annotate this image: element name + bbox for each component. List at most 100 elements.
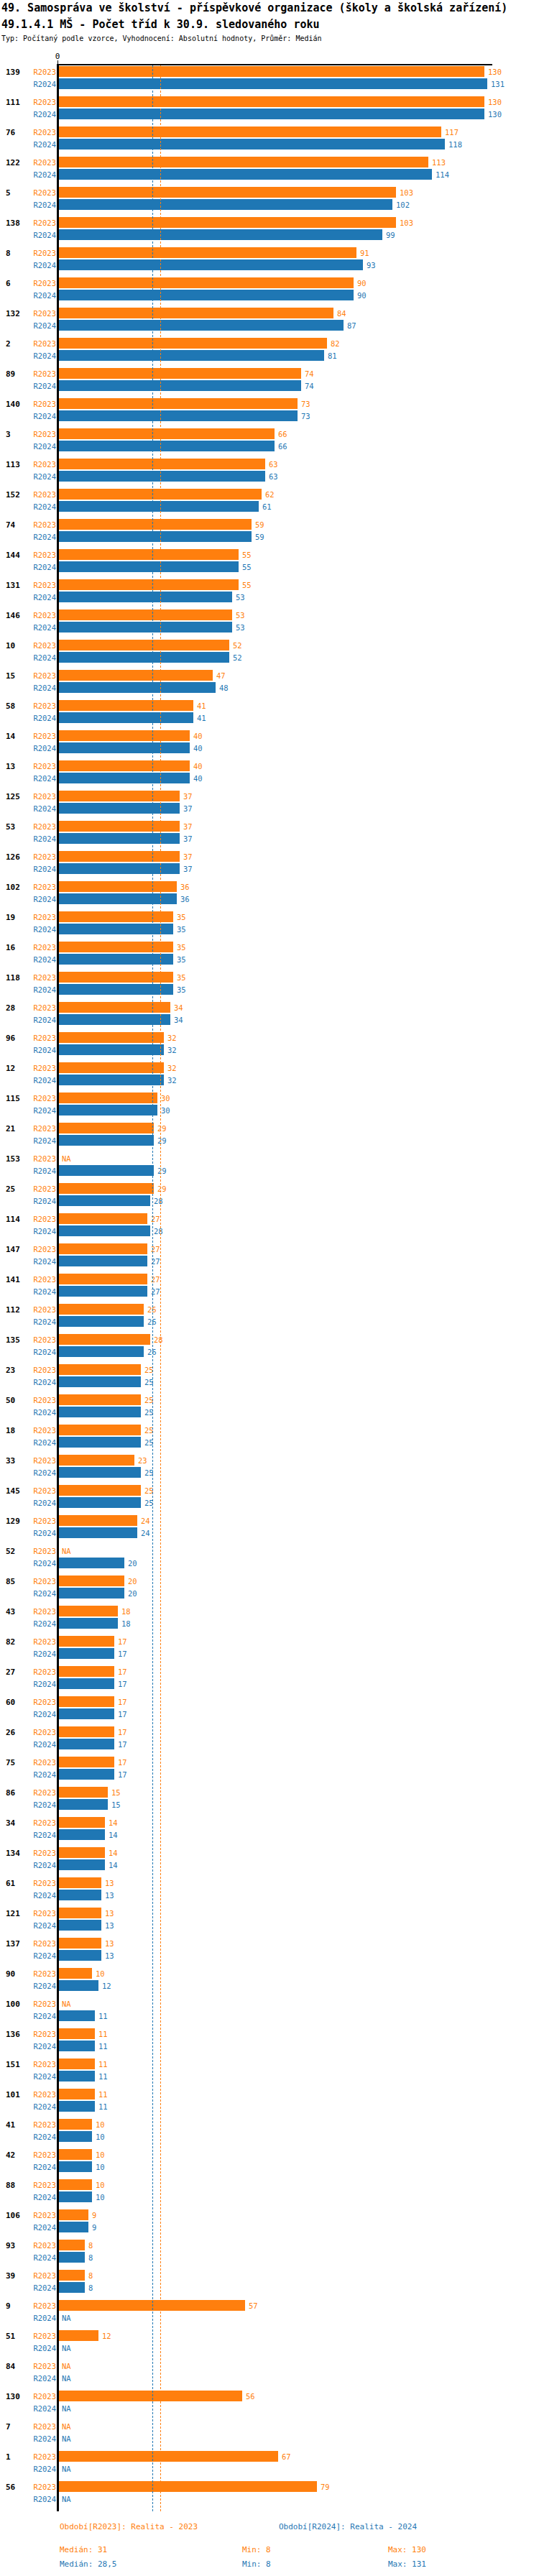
series-label-r2024: R2024 xyxy=(29,1378,56,1386)
series-label-r2024: R2024 xyxy=(29,1861,56,1869)
bar-r2023 xyxy=(59,1817,105,1828)
bar-r2024 xyxy=(59,622,232,632)
value-label-r2024: 11 xyxy=(98,2102,108,2111)
bar-r2024 xyxy=(59,380,301,391)
bar-r2024 xyxy=(59,350,324,361)
series-label-r2024: R2024 xyxy=(29,714,56,722)
value-label-r2024: 14 xyxy=(109,1861,118,1869)
series-label-r2024: R2024 xyxy=(29,1016,56,1024)
series-label-r2024: R2024 xyxy=(29,1589,56,1598)
bar-r2024 xyxy=(59,2252,85,2263)
series-label-r2023: R2023 xyxy=(29,1426,56,1435)
bar-r2024 xyxy=(59,863,180,874)
bar-r2023 xyxy=(59,1334,150,1345)
value-label-r2023: 117 xyxy=(445,128,459,137)
value-label-r2024: 59 xyxy=(255,533,264,541)
entity-label: 6 xyxy=(6,279,30,288)
value-label-r2023: 15 xyxy=(111,1788,121,1797)
value-label-r2023: 74 xyxy=(305,369,314,378)
value-label-r2023: 113 xyxy=(432,158,446,167)
value-label-r2024: 28 xyxy=(154,1197,163,1205)
stat-min-r2023: Min: 8 xyxy=(242,2545,271,2554)
value-label-r2023: 40 xyxy=(193,732,203,740)
value-label-r2024: 37 xyxy=(183,865,193,873)
series-label-r2024: R2024 xyxy=(29,2193,56,2202)
series-label-r2024: R2024 xyxy=(29,2133,56,2141)
entity-label: 12 xyxy=(6,1064,30,1073)
bar-r2024 xyxy=(59,712,193,723)
bar-r2024 xyxy=(59,1105,157,1116)
value-label-r2024: 11 xyxy=(98,2012,108,2020)
bar-r2023 xyxy=(59,1274,147,1284)
bar-r2024 xyxy=(59,441,275,451)
entity-label: 86 xyxy=(6,1788,30,1798)
series-label-r2024: R2024 xyxy=(29,563,56,571)
series-label-r2023: R2023 xyxy=(29,2060,56,2069)
bar-r2024 xyxy=(59,773,190,783)
entity-label: 93 xyxy=(6,2241,30,2250)
entity-label: 75 xyxy=(6,1758,30,1767)
value-label-r2023: 29 xyxy=(157,1184,167,1193)
series-label-r2023: R2023 xyxy=(29,2000,56,2008)
value-label-r2023: 90 xyxy=(357,279,367,288)
na-label: NA xyxy=(62,2404,71,2413)
series-label-r2023: R2023 xyxy=(29,973,56,982)
series-label-r2023: R2023 xyxy=(29,792,56,801)
value-label-r2024: 53 xyxy=(236,593,245,602)
series-label-r2023: R2023 xyxy=(29,822,56,831)
bar-r2023 xyxy=(59,1183,154,1194)
series-label-r2023: R2023 xyxy=(29,1668,56,1676)
bar-r2024 xyxy=(59,501,259,512)
series-label-r2024: R2024 xyxy=(29,1408,56,1417)
value-label-r2024: 28 xyxy=(154,1227,163,1236)
series-label-r2023: R2023 xyxy=(29,2483,56,2491)
bar-r2023 xyxy=(59,1847,105,1858)
entity-label: 112 xyxy=(6,1305,30,1315)
bar-r2023 xyxy=(59,2391,242,2401)
entity-label: 14 xyxy=(6,732,30,741)
na-label: NA xyxy=(62,2344,71,2352)
series-label-r2023: R2023 xyxy=(29,1969,56,1978)
bar-r2024 xyxy=(59,1920,101,1931)
bar-r2023 xyxy=(59,1092,157,1103)
entity-label: 43 xyxy=(6,1607,30,1616)
value-label-r2024: 66 xyxy=(278,442,287,451)
chart-meta-line: Typ: Počítaný podle vzorce, Vyhodnocení:… xyxy=(1,34,322,42)
series-label-r2023: R2023 xyxy=(29,1184,56,1193)
bar-r2024 xyxy=(59,2010,95,2021)
bar-r2024 xyxy=(59,1286,147,1297)
bar-r2023 xyxy=(59,1757,114,1767)
value-label-r2023: 59 xyxy=(255,520,264,529)
median-line-r2023 xyxy=(160,65,161,2511)
entity-label: 111 xyxy=(6,98,30,107)
entity-label: 56 xyxy=(6,2483,30,2492)
bar-r2024 xyxy=(59,471,265,482)
entity-label: 118 xyxy=(6,973,30,983)
entity-label: 8 xyxy=(6,249,30,258)
series-label-r2023: R2023 xyxy=(29,1939,56,1948)
bar-r2023 xyxy=(59,1726,114,1737)
value-label-r2023: 9 xyxy=(92,2211,96,2220)
bar-r2023 xyxy=(59,1968,92,1979)
series-label-r2024: R2024 xyxy=(29,291,56,300)
value-label-r2024: 130 xyxy=(488,110,502,119)
entity-label: 135 xyxy=(6,1335,30,1345)
entity-label: 139 xyxy=(6,68,30,77)
bar-r2023 xyxy=(59,308,333,318)
entity-label: 21 xyxy=(6,1124,30,1133)
bar-r2023 xyxy=(59,579,239,590)
series-label-r2023: R2023 xyxy=(29,400,56,408)
entity-label: 100 xyxy=(6,2000,30,2009)
series-label-r2024: R2024 xyxy=(29,1619,56,1628)
series-label-r2023: R2023 xyxy=(29,1607,56,1616)
value-label-r2024: 30 xyxy=(161,1106,170,1115)
series-label-r2023: R2023 xyxy=(29,490,56,499)
value-label-r2024: 102 xyxy=(396,201,410,209)
series-label-r2023: R2023 xyxy=(29,1064,56,1072)
series-label-r2023: R2023 xyxy=(29,339,56,348)
bar-r2023 xyxy=(59,66,484,77)
series-label-r2023: R2023 xyxy=(29,943,56,952)
bar-r2023 xyxy=(59,519,252,530)
value-label-r2023: 17 xyxy=(118,1728,127,1736)
value-label-r2024: 17 xyxy=(118,1680,127,1688)
